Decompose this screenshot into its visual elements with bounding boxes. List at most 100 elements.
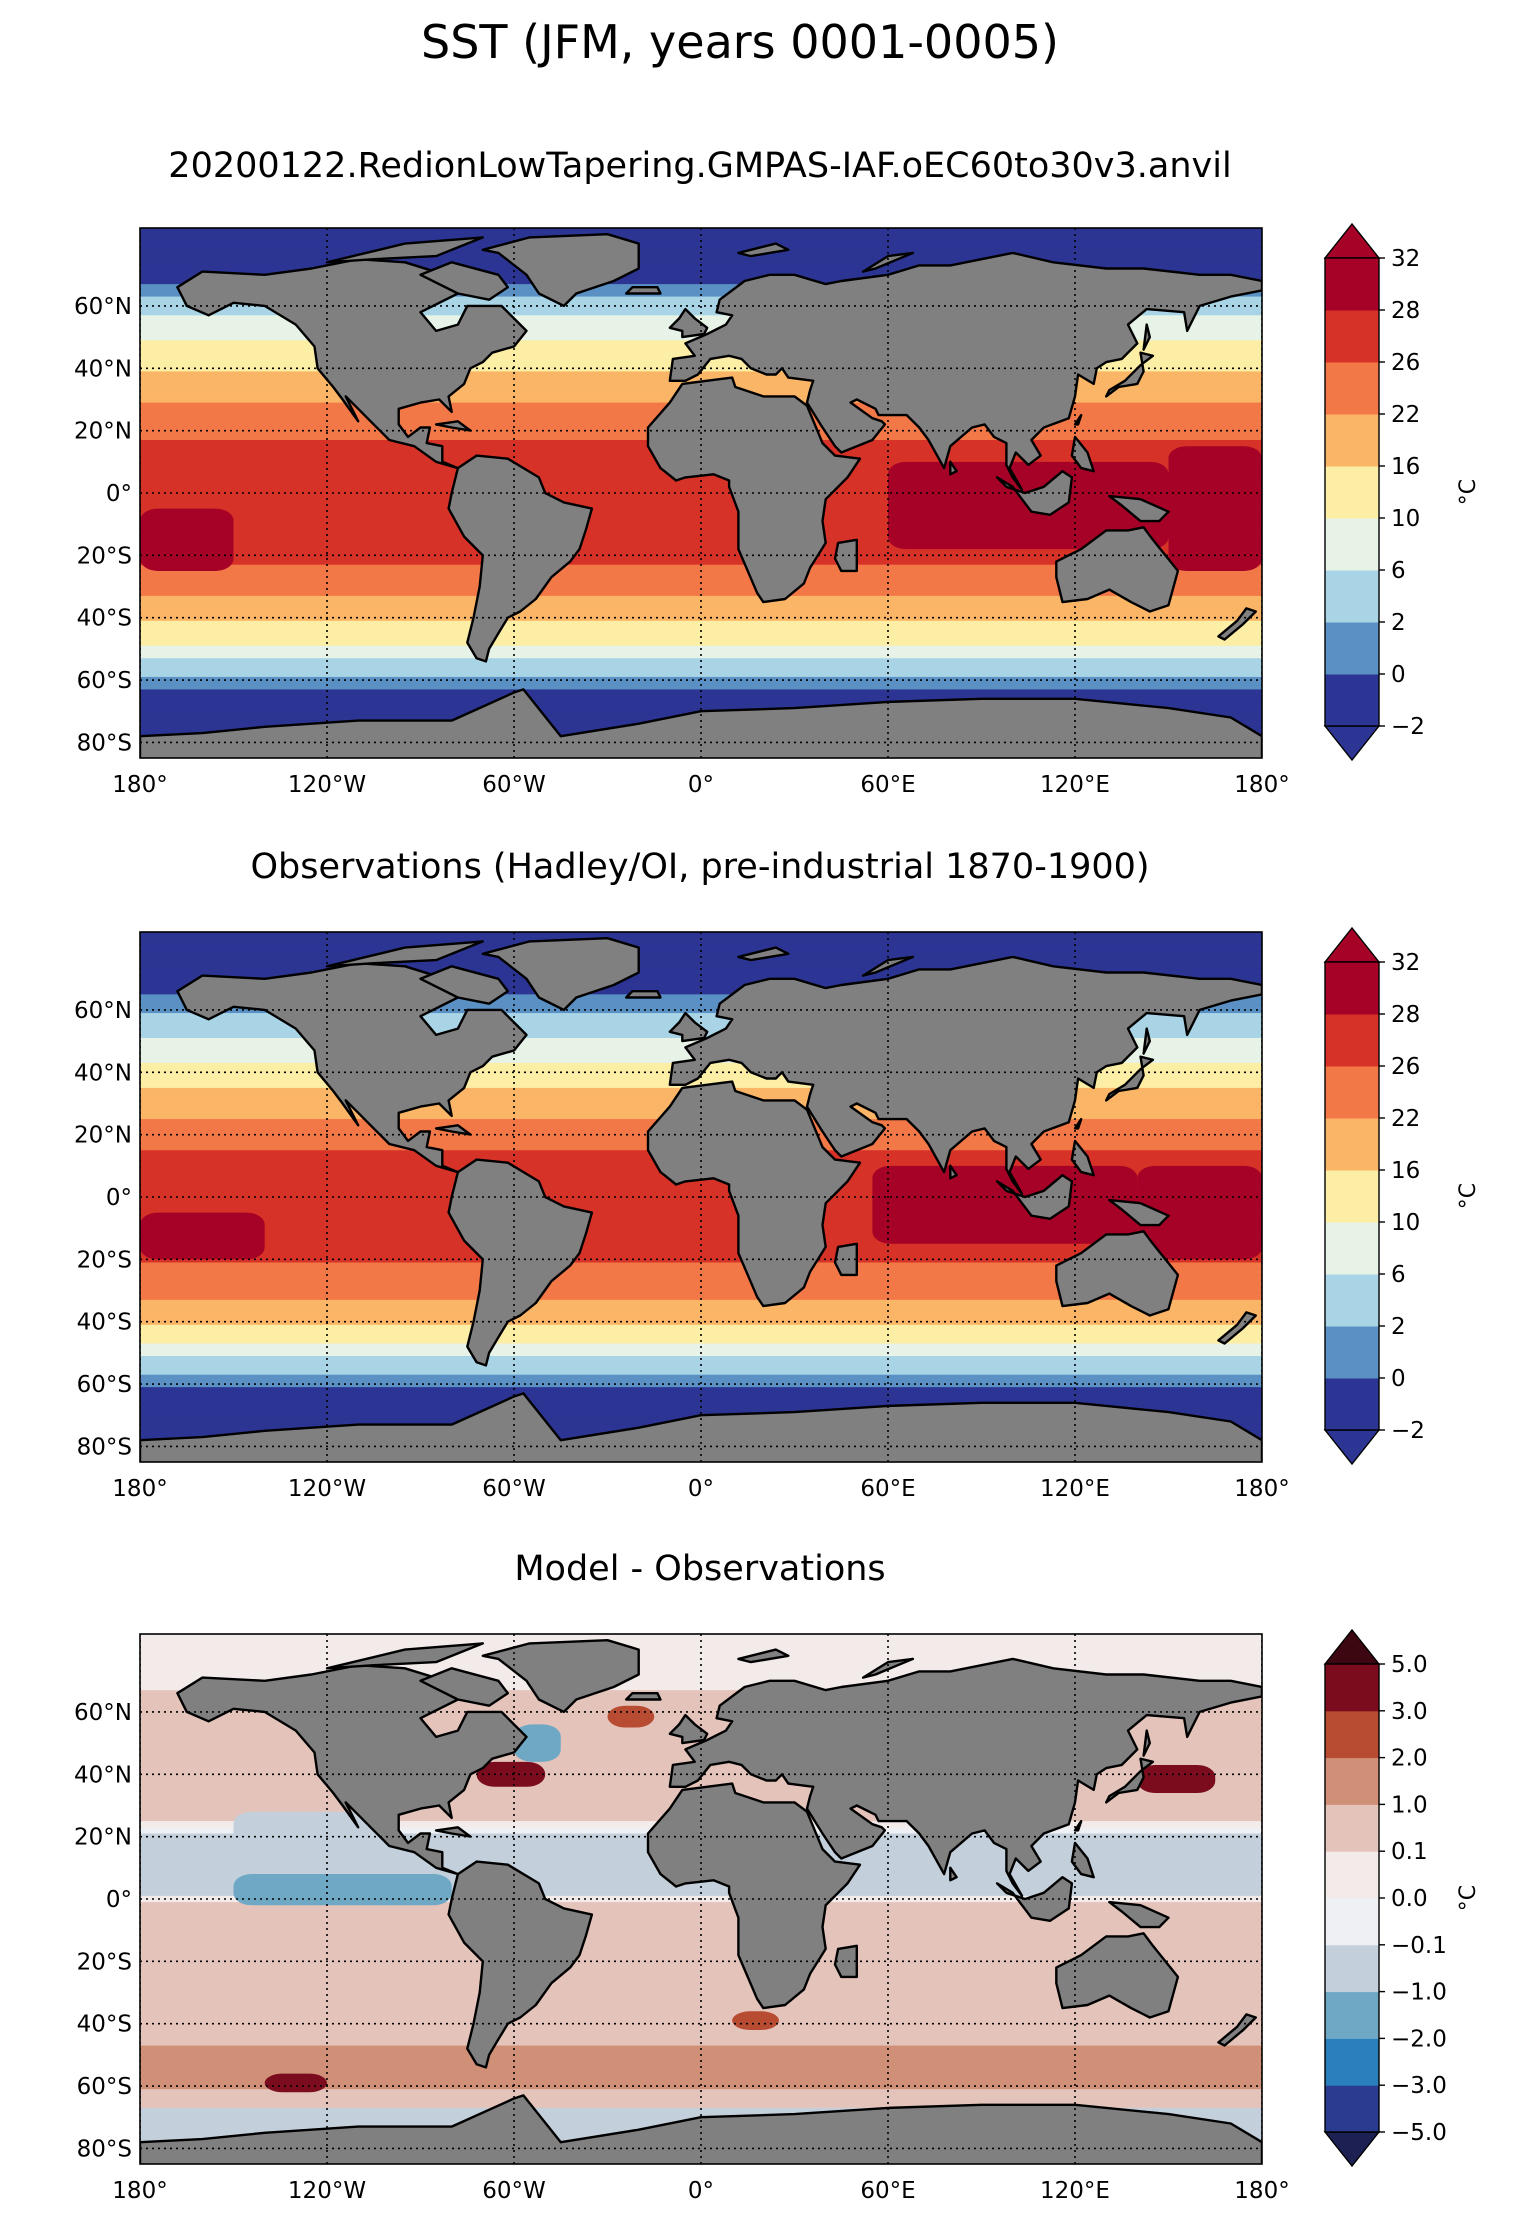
xtick-label: 180° bbox=[1234, 2178, 1289, 2204]
colorbar-tick-label: 1.0 bbox=[1391, 1792, 1428, 1818]
colorbar-tick-label: 2 bbox=[1391, 610, 1406, 636]
field-strip bbox=[140, 1989, 1262, 1997]
field-strip bbox=[140, 670, 1262, 678]
land-sri-lanka bbox=[949, 1866, 958, 1882]
field-strip bbox=[140, 539, 1262, 547]
xtick-label: 120°W bbox=[288, 1476, 366, 1502]
land-australia bbox=[1055, 1230, 1180, 1317]
field-strip bbox=[140, 1274, 1262, 1282]
colorbar-segment bbox=[1325, 1944, 1379, 1993]
colorbar-segment bbox=[1325, 1170, 1379, 1223]
land-novaya bbox=[861, 251, 915, 273]
field-strip bbox=[140, 1281, 1262, 1289]
field-strip bbox=[140, 1939, 1262, 1947]
panel-model: 20200122.RedionLowTapering.GMPAS-IAF.oEC… bbox=[74, 146, 1481, 798]
field-strip bbox=[140, 1970, 1262, 1978]
panel-observations: Observations (Hadley/OI, pre-industrial … bbox=[74, 847, 1481, 1502]
land-taiwan bbox=[1073, 413, 1083, 426]
xtick-label: 120°W bbox=[288, 772, 366, 798]
field-strip bbox=[140, 1995, 1262, 2003]
colorbar-extend-max bbox=[1323, 926, 1381, 963]
colorbar-frame bbox=[1324, 257, 1380, 727]
colorbar-tick-label: −3.0 bbox=[1391, 2073, 1447, 2099]
field-strip bbox=[140, 1212, 1262, 1220]
field-strip bbox=[140, 508, 1262, 516]
colorbar-segment bbox=[1325, 570, 1379, 623]
land-eurasia bbox=[668, 1657, 1262, 1898]
colorbar-tick-label: 16 bbox=[1391, 1158, 1420, 1184]
field-strip bbox=[140, 558, 1262, 566]
field-strip bbox=[140, 969, 1262, 977]
field-strip bbox=[140, 277, 1262, 285]
field-strip bbox=[140, 2101, 1262, 2109]
land-new-zealand bbox=[1217, 1311, 1258, 1345]
colorbar-extend-max bbox=[1323, 222, 1381, 259]
land-svalbard bbox=[737, 242, 790, 258]
field-strip bbox=[140, 2095, 1262, 2103]
colorbar-segment bbox=[1325, 2038, 1379, 2086]
land-south-america bbox=[447, 454, 594, 663]
field-strip bbox=[140, 932, 1262, 939]
field-strip bbox=[140, 1658, 1262, 1666]
field-strip bbox=[140, 546, 1262, 553]
colorbar-segment bbox=[1325, 1378, 1379, 1431]
colorbar-segment bbox=[1325, 674, 1379, 727]
xtick-label: 60°E bbox=[860, 2178, 915, 2204]
land-taiwan bbox=[1073, 1117, 1083, 1130]
ytick-label: 20°N bbox=[74, 1123, 132, 1149]
field-patch bbox=[872, 1165, 1138, 1244]
land-greenland bbox=[481, 937, 640, 1012]
field-patch bbox=[233, 1811, 390, 1868]
land-uk-ireland bbox=[668, 1011, 709, 1043]
field-strip bbox=[140, 975, 1262, 983]
land-australia bbox=[1055, 526, 1180, 613]
land-arctic-islands bbox=[325, 236, 484, 264]
field-strip bbox=[140, 1399, 1262, 1407]
xtick-label: 60°E bbox=[860, 772, 915, 798]
land-antarctica bbox=[140, 688, 1262, 758]
field-strip bbox=[140, 1237, 1262, 1245]
xtick-label: 120°E bbox=[1040, 2178, 1110, 2204]
ytick-label: 40°S bbox=[77, 606, 132, 632]
field-strip bbox=[140, 1405, 1262, 1413]
land-baffin bbox=[419, 965, 509, 1005]
field-strip bbox=[140, 1927, 1262, 1934]
colorbar-segment bbox=[1325, 362, 1379, 415]
land-baffin bbox=[419, 1667, 509, 1707]
field-patch bbox=[1137, 1764, 1216, 1793]
colorbar-segment bbox=[1325, 622, 1379, 675]
xtick-label: 120°W bbox=[288, 2178, 366, 2204]
land-madagascar bbox=[833, 1242, 858, 1277]
colorbar-tick-label: 16 bbox=[1391, 454, 1420, 480]
colorbar-segment bbox=[1325, 1991, 1379, 2039]
field-strip bbox=[140, 701, 1262, 709]
field-strip bbox=[140, 259, 1262, 267]
field-strip bbox=[140, 1374, 1262, 1382]
field-strip bbox=[140, 1393, 1262, 1401]
field-strip bbox=[140, 284, 1262, 291]
ytick-label: 40°S bbox=[77, 2012, 132, 2038]
map-field bbox=[140, 228, 1262, 758]
ytick-label: 20°S bbox=[77, 1949, 132, 1975]
land-antarctica bbox=[140, 2094, 1262, 2164]
ytick-label: 60°N bbox=[74, 1700, 132, 1726]
colorbar-segment bbox=[1325, 310, 1379, 363]
colorbar-tick-label: 6 bbox=[1391, 558, 1406, 584]
colorbar-tick-label: −2 bbox=[1391, 1418, 1425, 1444]
colorbar-tick-label: 0.0 bbox=[1391, 1886, 1428, 1912]
land-hokkaido-sakhalin bbox=[1142, 1027, 1152, 1055]
field-strip bbox=[140, 1646, 1262, 1654]
colorbar-tick-label: 32 bbox=[1391, 950, 1420, 976]
land-uk-ireland bbox=[668, 1713, 709, 1745]
field-strip bbox=[140, 1075, 1262, 1083]
ytick-label: 80°S bbox=[77, 1434, 132, 1460]
land-hokkaido-sakhalin bbox=[1142, 1729, 1152, 1757]
panel-difference-colorbar: −5.0 −3.0 −2.0 −1.0 −0.1 0.0 0.1 1.0 2.0 3.0 5.0 °C bbox=[1323, 1628, 1481, 2168]
field-strip bbox=[140, 1976, 1262, 1984]
field-strip bbox=[140, 583, 1262, 591]
field-strip bbox=[140, 2001, 1262, 2009]
land-new-guinea bbox=[1108, 1198, 1170, 1227]
ytick-label: 20°N bbox=[74, 419, 132, 445]
field-strip bbox=[140, 676, 1262, 684]
colorbar-tick-label: 6 bbox=[1391, 1262, 1406, 1288]
